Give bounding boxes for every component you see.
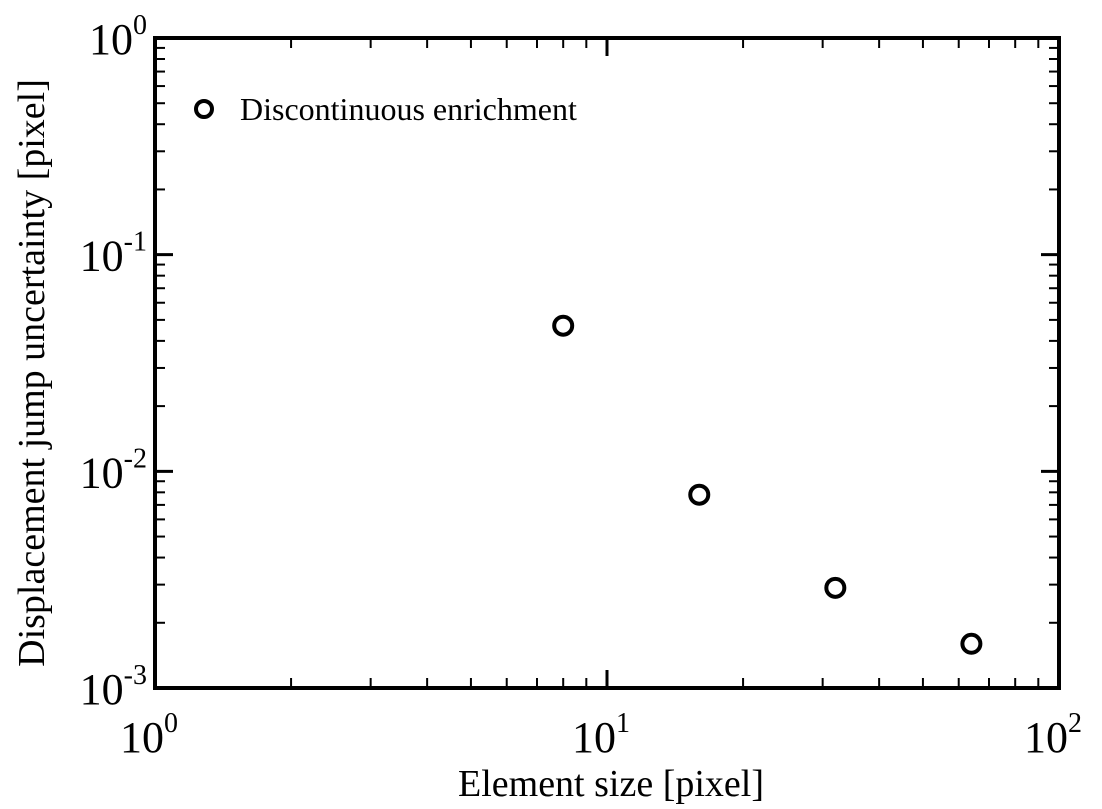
legend-marker — [194, 99, 214, 119]
data-point — [824, 576, 847, 599]
major-ticks — [153, 36, 1061, 690]
legend: Discontinuous enrichment — [194, 91, 577, 127]
x-tick-label: 100 — [120, 708, 178, 762]
y-tick-label: 10-2 — [80, 443, 147, 497]
x-tick-label: 102 — [1024, 708, 1082, 762]
data-point — [688, 483, 711, 506]
x-tick-labels: 100 101 102 — [120, 708, 1082, 762]
data-point — [960, 632, 983, 655]
plot-frame — [153, 36, 1061, 690]
y-axis-label: Displacement jump uncertainty [pixel] — [11, 79, 53, 667]
legend-label: Discontinuous enrichment — [240, 91, 577, 127]
data-point — [552, 314, 575, 337]
minor-ticks — [155, 38, 1059, 688]
y-tick-label: 10-1 — [80, 227, 147, 281]
y-tick-label: 10-3 — [80, 660, 147, 714]
data-points — [552, 314, 983, 655]
x-axis-label: Element size [pixel] — [458, 763, 764, 805]
y-tick-labels: 100 10-1 10-2 10-3 — [80, 10, 147, 714]
y-tick-label: 100 — [89, 10, 147, 64]
x-tick-label: 101 — [572, 708, 630, 762]
